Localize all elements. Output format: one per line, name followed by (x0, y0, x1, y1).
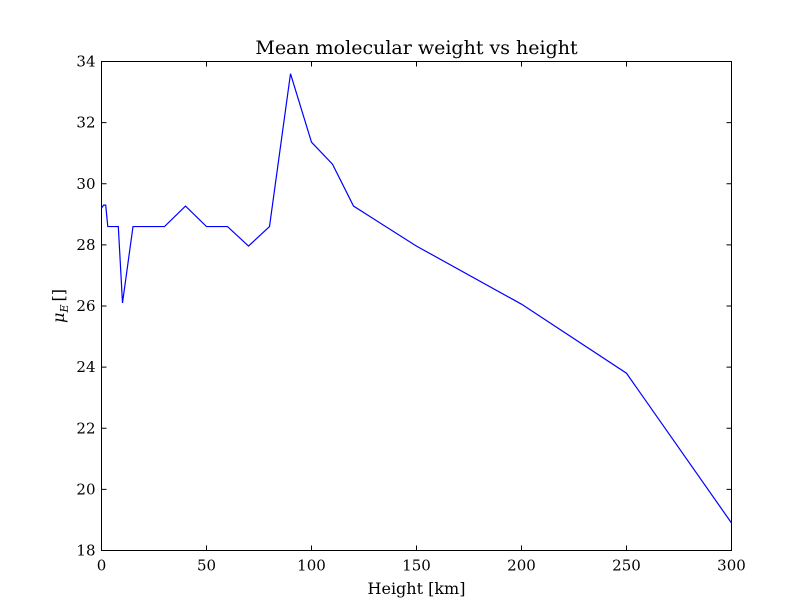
y-axis-label-subscript: E (58, 305, 71, 314)
x-tick-label-6: 300 (717, 557, 746, 575)
series-line-0 (101, 73, 732, 524)
x-tick-label-5: 250 (612, 557, 641, 575)
y-tick-label-5: 28 (76, 236, 95, 254)
y-axis-label-symbol: μ (49, 313, 68, 323)
x-tick-label-1: 50 (197, 557, 216, 575)
y-tick-label-3: 24 (76, 358, 95, 376)
chart-title: Mean molecular weight vs height (255, 37, 578, 59)
x-tick-label-2: 100 (297, 557, 326, 575)
x-axis-label: Height [km] (368, 579, 466, 598)
y-tick-label-8: 34 (76, 53, 95, 71)
y-tick-label-2: 22 (76, 419, 95, 437)
x-axis-ticks: 0 50 100 150 200 250 300 (97, 61, 746, 575)
x-tick-label-3: 150 (402, 557, 431, 575)
y-axis-ticks: 18 20 22 24 26 28 30 32 34 (76, 53, 732, 560)
x-tick-label-4: 200 (507, 557, 536, 575)
y-tick-label-0: 18 (76, 542, 95, 560)
plot-area-frame (101, 61, 732, 551)
y-tick-label-4: 26 (76, 297, 95, 315)
y-tick-label-7: 32 (76, 114, 95, 132)
x-tick-label-0: 0 (97, 557, 107, 575)
series-layer (101, 73, 732, 524)
y-axis-label-unit: [] (49, 289, 68, 301)
y-tick-label-1: 20 (76, 480, 95, 498)
y-tick-label-6: 30 (76, 175, 95, 193)
y-axis-label: μE [] (49, 289, 71, 323)
